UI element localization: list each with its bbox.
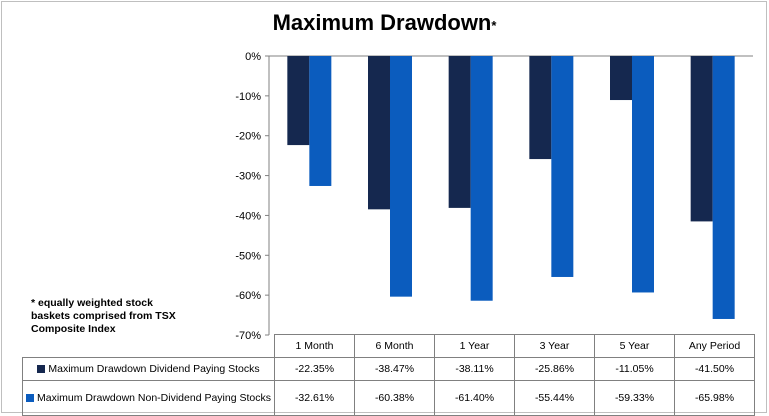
- data-label: -55.44%: [514, 380, 595, 416]
- bar-series2-0: [309, 56, 332, 186]
- data-table: 1 Month 6 Month 1 Year 3 Year 5 Year Any Peri…: [22, 334, 755, 416]
- y-tick-label: -10%: [235, 91, 261, 103]
- data-label: -22.35%: [274, 357, 355, 381]
- data-label: -38.47%: [354, 357, 435, 381]
- category-label: 1 Year: [434, 334, 515, 358]
- data-label: -38.11%: [434, 357, 515, 381]
- data-label: -61.40%: [434, 380, 515, 416]
- data-label: -32.61%: [274, 380, 355, 416]
- y-tick-label: -50%: [235, 250, 261, 262]
- footnote: * equally weighted stock baskets compris…: [31, 297, 176, 335]
- category-label: 6 Month: [354, 334, 435, 358]
- bar-series2-1: [390, 56, 412, 297]
- series-row-non-dividend: Maximum Drawdown Non-Dividend Paying Sto…: [22, 380, 755, 416]
- bar-series2-5: [712, 56, 735, 319]
- legend-swatch-dividend: [37, 365, 46, 374]
- data-label: -41.50%: [674, 357, 755, 381]
- series-label-non-dividend: Maximum Drawdown Non-Dividend Paying Sto…: [22, 380, 275, 416]
- bar-series1-4: [610, 56, 632, 101]
- bar-series1-3: [529, 56, 552, 160]
- y-tick-label: -60%: [235, 290, 261, 302]
- category-label: 1 Month: [274, 334, 355, 358]
- data-label: -11.05%: [594, 357, 675, 381]
- bar-series1-2: [448, 56, 471, 208]
- y-tick-label: -40%: [235, 210, 261, 222]
- bar-series2-3: [551, 56, 574, 277]
- bar-series1-5: [690, 56, 713, 222]
- chart-title: Maximum Drawdown*: [272, 10, 497, 35]
- category-label: 5 Year: [594, 334, 675, 358]
- series-label-dividend: Maximum Drawdown Dividend Paying Stocks: [22, 357, 275, 381]
- table-corner: [22, 334, 275, 358]
- series-row-dividend: Maximum Drawdown Dividend Paying Stocks …: [22, 357, 755, 381]
- bar-series2-2: [470, 56, 493, 301]
- bar-series1-1: [368, 56, 390, 210]
- category-label: Any Period: [674, 334, 755, 358]
- legend-swatch-non-dividend: [25, 394, 34, 403]
- y-tick-label: 0%: [245, 51, 261, 63]
- y-tick-label: -30%: [235, 171, 261, 183]
- data-label: -65.98%: [674, 380, 755, 416]
- data-label: -60.38%: [354, 380, 435, 416]
- category-label: 3 Year: [514, 334, 595, 358]
- data-label: -59.33%: [594, 380, 675, 416]
- category-header-row: 1 Month 6 Month 1 Year 3 Year 5 Year Any Peri…: [22, 334, 755, 358]
- bar-series1-0: [287, 56, 310, 146]
- data-label: -25.86%: [514, 357, 595, 381]
- y-tick-label: -20%: [235, 131, 261, 143]
- bar-series2-4: [632, 56, 654, 293]
